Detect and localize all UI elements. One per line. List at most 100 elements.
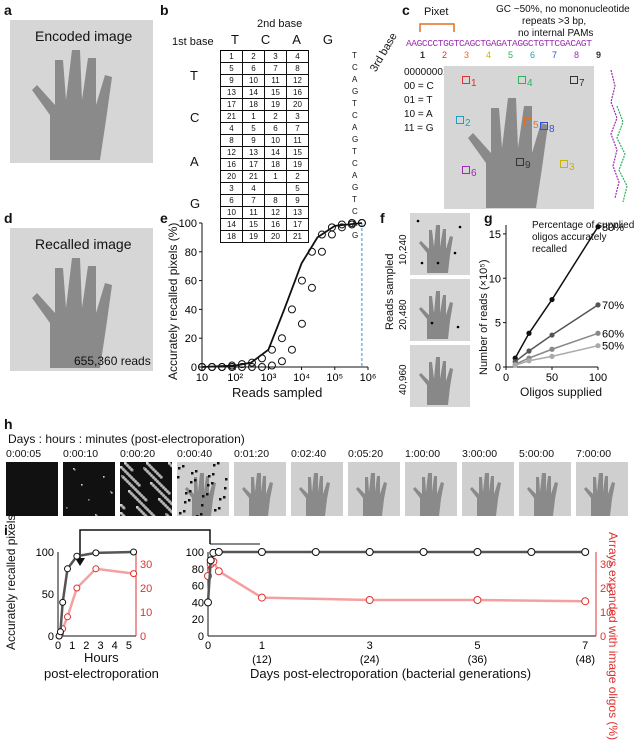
sequence-number: 1 (420, 50, 426, 60)
e-data-point (297, 276, 306, 285)
second-base-g: G (322, 32, 333, 47)
time-label: 5:00:00 (519, 448, 555, 460)
codon-row: 21 1 2 3 (220, 110, 309, 123)
i-left-xlabel-2: post-electroporation (44, 666, 159, 681)
g-data-point (595, 224, 601, 230)
codon-row: 20 21 1 2 (220, 170, 309, 183)
time-frame (291, 462, 343, 516)
i-main-rtick-label: 30 (600, 559, 612, 571)
codon-cell: 13 (242, 146, 265, 159)
first-base-a: A (190, 154, 199, 169)
recalled-pixel (66, 507, 68, 509)
codon-row: 9 10 11 12 (220, 74, 309, 87)
recalled-pixel (95, 514, 97, 516)
missing-pixel (196, 515, 199, 518)
codon-cell: 3 (220, 182, 243, 195)
codon-row: 14 15 16 17 (220, 218, 309, 231)
g-legend-title-2: oligos accurately (532, 232, 607, 243)
time-label: 0:05:20 (348, 448, 384, 460)
f-thumb-40960 (410, 345, 470, 407)
codon-cell: 5 (242, 122, 265, 135)
codon-cell: 17 (220, 98, 243, 111)
recalled-pixel (136, 506, 139, 509)
panel-label-b: b (160, 2, 169, 18)
pixel-marker (462, 76, 470, 84)
codon-cell: 13 (220, 86, 243, 99)
encoding-legend: 00000001 00 = C 01 = T 10 = A 11 = G (404, 66, 449, 136)
i-ylabel-right: Arrays expanded with image oligos (%) (606, 532, 620, 740)
codon-cell: 2 (264, 110, 287, 123)
codon-cell: 17 (242, 158, 265, 171)
f-sample-1: 20,480 (398, 299, 409, 330)
i-main-pixels-point (257, 548, 266, 556)
i-left-xtick-label: 3 (97, 640, 103, 650)
header-2nd-base: 2nd base (257, 18, 303, 30)
pixel-marker-label: 8 (549, 124, 555, 135)
recalled-pixel (96, 515, 98, 517)
i-left-xlabel-1: Hours (84, 650, 119, 665)
time-frame (576, 462, 628, 516)
i-main-arrays-point (473, 596, 482, 604)
g-data-point (526, 330, 532, 336)
i-left-pixels-point (64, 565, 72, 573)
pixel-marker (570, 76, 578, 84)
encoded-image: Encoded image (10, 20, 153, 163)
time-label: 3:00:00 (462, 448, 498, 460)
i-left-ytick-label: 0 (48, 631, 54, 643)
recalled-pixel (120, 512, 123, 515)
g-ytick-label: 15 (489, 229, 501, 241)
i-main-rtick-label: 20 (600, 583, 612, 595)
e-ytick-label: 40 (185, 304, 197, 316)
time-frame (63, 462, 115, 517)
codon-cell: 20 (264, 230, 287, 243)
missing-pixel (182, 465, 185, 468)
codon-cell: 12 (286, 74, 309, 87)
codon-cell: 16 (220, 158, 243, 171)
missing-pixel (177, 476, 180, 479)
g-data-point (549, 353, 555, 359)
codon-cell: 6 (264, 122, 287, 135)
recalled-pixel (120, 504, 123, 507)
codon-cell: 8 (220, 134, 243, 147)
design-note-1: GC ~50%, no mononucleotide (496, 4, 630, 15)
encoded-image-title: Encoded image (35, 28, 133, 44)
i-main-rtick-label: 0 (600, 631, 606, 643)
codon-cell: 4 (220, 122, 243, 135)
e-fit-curve (201, 222, 363, 368)
time-label: 7:00:00 (576, 448, 612, 460)
i-main-xsub-label: (12) (252, 654, 272, 666)
pixel-marker-label: 5 (533, 120, 539, 131)
codon-row: 17 18 19 20 (220, 98, 309, 111)
codon-cell: 9 (286, 194, 309, 207)
i-left-xtick-label: 0 (55, 640, 61, 650)
i-main-arrays-point (257, 593, 266, 602)
i-left-rtick-label: 30 (140, 559, 152, 571)
third-base-label: T (352, 51, 357, 60)
g-data-point (549, 346, 555, 352)
pixel-marker (516, 158, 524, 166)
f-ylabel: Reads sampled (384, 253, 396, 330)
missing-pixel (223, 496, 226, 499)
g-data-point (526, 358, 532, 364)
time-label: 0:02:40 (291, 448, 327, 460)
time-label: 0:00:05 (6, 448, 42, 460)
sequence-number: 5 (508, 50, 514, 60)
encoding-line-0: 00000001 (404, 67, 449, 78)
i-left-pixels-line (57, 550, 134, 637)
first-base-c: C (190, 110, 200, 125)
g-series-line (514, 226, 599, 359)
codon-cell: 9 (242, 134, 265, 147)
recalled-pixel (110, 491, 112, 493)
third-base-label: T (352, 147, 357, 156)
third-base-label: C (352, 63, 358, 72)
pixet-label: Pixet (424, 6, 449, 18)
f-thumb-10240 (410, 213, 470, 275)
i-left-arrays-point (73, 584, 81, 592)
g-ytick-label: 10 (489, 273, 501, 285)
i-main-xtick-label: 7 (582, 640, 588, 652)
e-xtick-label: 10⁶ (360, 372, 377, 384)
pixel-marker-label: 6 (471, 168, 477, 179)
pixet-bracket (419, 23, 455, 32)
